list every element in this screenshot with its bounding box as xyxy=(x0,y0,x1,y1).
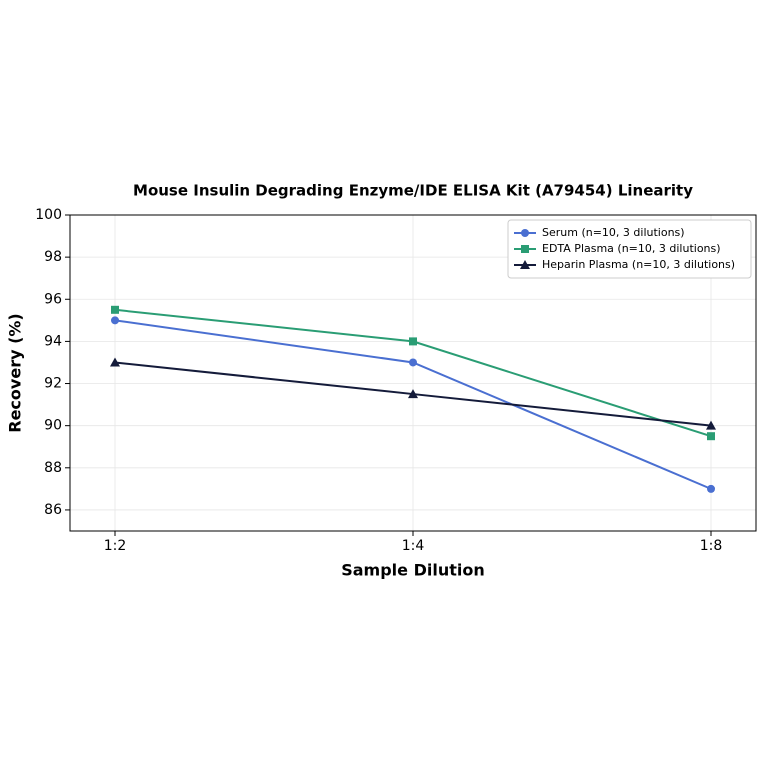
y-tick-label: 86 xyxy=(44,502,62,518)
plot-frame xyxy=(69,214,757,532)
legend-marker xyxy=(521,229,529,237)
y-tick-label: 100 xyxy=(35,207,62,223)
x-tick-label: 1:8 xyxy=(700,538,723,554)
legend-box xyxy=(507,219,752,279)
x-axis-label: Sample Dilution xyxy=(341,561,485,580)
x-tick-label: 1:4 xyxy=(402,538,425,554)
y-tick-label: 94 xyxy=(44,333,62,349)
y-tick-label: 98 xyxy=(44,249,62,265)
data-point xyxy=(707,432,715,441)
y-tick-label: 88 xyxy=(44,460,62,476)
legend-marker xyxy=(520,260,530,269)
y-tick-label: 96 xyxy=(44,291,62,307)
data-point xyxy=(111,305,119,314)
y-tick-label: 92 xyxy=(44,376,62,392)
y-axis-label: Recovery (%) xyxy=(6,313,25,432)
data-point xyxy=(110,357,120,367)
data-point xyxy=(707,484,715,493)
legend: Serum (n=10, 3 dilutions) EDTA Plasma (n=… xyxy=(507,219,752,279)
data-point xyxy=(706,420,716,430)
legend-label: Heparin Plasma (n=10, 3 dilutions) xyxy=(542,258,735,271)
data-point xyxy=(408,389,418,399)
chart-title: Mouse Insulin Degrading Enzyme/IDE ELISA… xyxy=(133,182,693,200)
legend-label: EDTA Plasma (n=10, 3 dilutions) xyxy=(542,242,721,255)
data-point xyxy=(409,358,417,367)
data-point xyxy=(111,316,119,325)
data-point xyxy=(409,337,417,346)
y-tick-label: 90 xyxy=(44,418,62,434)
legend-marker xyxy=(521,245,529,253)
legend-label: Serum (n=10, 3 dilutions) xyxy=(542,226,685,239)
x-tick-label: 1:2 xyxy=(104,538,127,554)
